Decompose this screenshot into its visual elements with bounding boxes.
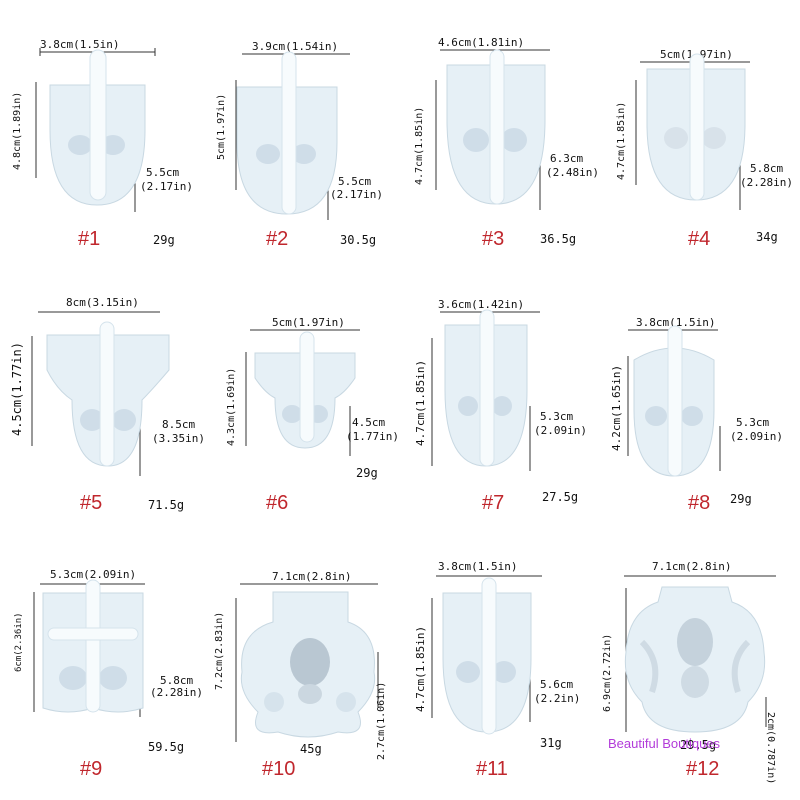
item-number: #11 (476, 758, 508, 780)
depth-dimension-cm: 6.3cm (550, 152, 584, 165)
width-dimension: 3.6cm(1.42in) (438, 298, 525, 311)
depth-dimension-in: (2.17in) (330, 188, 383, 201)
item-number: #9 (80, 758, 103, 780)
height-dimension: 6cm(2.36in) (14, 612, 24, 672)
depth-dimension-in: (2.09in) (534, 424, 587, 437)
depth-dimension-in: (2.2in) (534, 692, 581, 705)
height-dimension: 6.9cm(2.72in) (602, 633, 613, 712)
depth-dimension-cm: 4.5cm (352, 416, 386, 429)
mold-item-2: 3.9cm(1.54in) 5cm(1.97in) 5.5cm (2.17in)… (200, 0, 400, 266)
depth-dimension-in: (2.09in) (730, 430, 783, 443)
depth-dimension-cm: 8.5cm (162, 418, 196, 431)
depth-dimension-cm: 5.6cm (540, 678, 574, 691)
depth-dimension-in: (2.48in) (546, 166, 599, 179)
item-weight: 59.5g (148, 740, 185, 754)
width-dimension: 5cm(1.97in) (272, 316, 345, 329)
item-weight: 34g (756, 230, 778, 244)
skull-mold (42, 321, 174, 470)
height-dimension: 4.8cm(1.89in) (12, 91, 23, 170)
item-weight: 45g (300, 742, 322, 756)
skull-mold (45, 49, 150, 208)
item-number: #10 (262, 758, 296, 780)
depth-dimension-cm: 5.8cm (160, 674, 194, 687)
item-number: #8 (688, 492, 711, 514)
item-number: #6 (266, 492, 289, 514)
skull-mold (250, 331, 360, 452)
width-dimension: 4.6cm(1.81in) (438, 36, 525, 49)
skull-mold (642, 53, 750, 204)
item-number: #3 (482, 228, 505, 250)
item-weight: 31g (540, 736, 562, 750)
width-dimension: 8cm(3.15in) (66, 296, 139, 309)
skull-mold (440, 309, 532, 470)
item-weight: 30.5g (340, 233, 377, 247)
mold-item-6: 5cm(1.97in) 4.3cm(1.69in) 4.5cm (1.77in)… (200, 266, 400, 532)
depth-dimension-cm: 5.3cm (736, 416, 770, 429)
mold-item-3: 4.6cm(1.81in) 4.7cm(1.85in) 6.3cm (2.48i… (400, 0, 600, 266)
height-dimension: 4.2cm(1.65in) (610, 364, 623, 451)
skull-mold (442, 49, 550, 208)
item-number: #12 (686, 758, 720, 780)
width-dimension: 7.1cm(2.8in) (272, 570, 352, 583)
mold-item-9: 5.3cm(2.09in) 6cm(2.36in) 5.8cm (2.28in)… (0, 532, 203, 798)
item-weight: 36.5g (540, 232, 577, 246)
mold-item-7: 3.6cm(1.42in) 4.7cm(1.85in) 5.3cm (2.09i… (400, 266, 600, 532)
mold-item-12: 7.1cm(2.8in) 6.9cm(2.72in) 2cm(0.787in) … (600, 532, 800, 798)
mold-item-10: 7.1cm(2.8in) 7.2cm(2.83in) 2.7cm(1.06in)… (200, 532, 400, 798)
depth-dimension-cm: 5.8cm (750, 162, 784, 175)
item-weight: 29g (730, 492, 752, 506)
item-weight: 29g (356, 466, 378, 480)
width-dimension: 3.9cm(1.54in) (252, 40, 339, 53)
width-dimension: 3.8cm(1.5in) (636, 316, 716, 329)
dimension-lines (245, 329, 360, 456)
mold-item-4: 5cm(1.97in) 4.7cm(1.85in) 5.8cm (2.28in)… (600, 0, 800, 266)
skull-mold (232, 51, 342, 218)
item-weight: 29.5g (680, 738, 717, 752)
depth-dimension-in: (1.77in) (346, 430, 399, 443)
width-dimension: 3.8cm(1.5in) (438, 560, 518, 573)
skull-mold (624, 325, 724, 480)
depth-dimension-in: (2.17in) (140, 180, 193, 193)
item-number: #5 (80, 492, 103, 514)
item-weight: 27.5g (542, 490, 579, 504)
skull-mold (38, 579, 148, 718)
depth-dimension: 2cm(0.787in) (765, 712, 776, 785)
skull-mold (438, 577, 536, 736)
width-dimension: 7.1cm(2.8in) (652, 560, 732, 573)
item-number: #4 (688, 228, 711, 250)
mold-item-8: 3.8cm(1.5in) 4.2cm(1.65in) 5.3cm (2.09in… (600, 266, 800, 532)
item-number: #7 (482, 492, 505, 514)
height-dimension: 4.3cm(1.69in) (226, 367, 237, 446)
depth-dimension: 2.7cm(1.06in) (376, 681, 387, 760)
height-dimension: 7.2cm(2.83in) (214, 611, 225, 690)
width-dimension: 3.8cm(1.5in) (40, 38, 120, 51)
width-dimension: 5.3cm(2.09in) (50, 568, 137, 581)
depth-dimension-in: (2.28in) (740, 176, 793, 189)
height-dimension: 4.7cm(1.85in) (414, 625, 427, 712)
depth-dimension-in: (2.28in) (150, 686, 203, 699)
mold-item-1: 3.8cm(1.5in) 4.8cm(1.89in) 5.5cm (2.17in… (0, 0, 200, 266)
watermark: Beautiful Boutiques (608, 736, 721, 751)
skull-mold (238, 582, 378, 742)
height-dimension: 4.7cm(1.85in) (414, 106, 425, 185)
item-weight: 71.5g (148, 498, 185, 512)
item-number: #2 (266, 228, 289, 250)
mold-item-11: 3.8cm(1.5in) 4.7cm(1.85in) 5.6cm (2.2in)… (400, 532, 600, 798)
height-dimension: 4.7cm(1.85in) (414, 359, 427, 446)
item-number: #1 (78, 228, 101, 250)
depth-dimension-cm: 5.5cm (338, 175, 372, 188)
height-dimension: 4.7cm(1.85in) (616, 101, 627, 180)
skull-mold (622, 582, 768, 736)
depth-dimension-cm: 5.3cm (540, 410, 574, 423)
height-dimension: 5cm(1.97in) (216, 93, 227, 160)
mold-item-5: 8cm(3.15in) 4.5cm(1.77in) 8.5cm (3.35in)… (0, 266, 205, 532)
dimension-lines (235, 583, 379, 742)
depth-dimension-in: (3.35in) (152, 432, 205, 445)
height-dimension: 4.5cm(1.77in) (10, 342, 24, 436)
depth-dimension-cm: 5.5cm (146, 166, 180, 179)
item-weight: 29g (153, 233, 175, 247)
